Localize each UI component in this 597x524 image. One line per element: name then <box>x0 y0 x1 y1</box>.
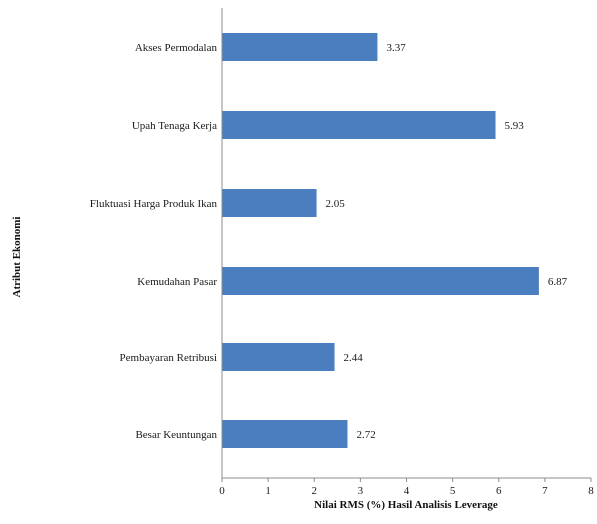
x-tick-label: 0 <box>219 485 225 497</box>
y-axis-title: Atribut Ekonomi <box>11 217 23 298</box>
category-label: Fluktuasi Harga Produk Ikan <box>90 198 218 210</box>
x-tick-label: 4 <box>404 485 410 497</box>
x-tick-label: 6 <box>496 485 502 497</box>
x-axis-title: Nilai RMS (%) Hasil Analisis Leverage <box>314 499 498 511</box>
category-label: Pembayaran Retribusi <box>120 352 217 364</box>
axes-group: Akses Permodalan Upah Tenaga Kerja Fluktua… <box>90 8 594 497</box>
data-label: 2.05 <box>326 198 346 210</box>
bar <box>222 420 348 448</box>
bar <box>222 343 335 371</box>
x-tick-label: 2 <box>312 485 318 497</box>
x-tick-label: 3 <box>358 485 364 497</box>
x-tick-label: 7 <box>542 485 548 497</box>
bar <box>222 33 378 61</box>
data-label: 3.37 <box>386 42 406 54</box>
data-label: 2.44 <box>344 352 364 364</box>
category-label: Kemudahan Pasar <box>137 276 217 288</box>
data-label: 2.72 <box>356 429 375 441</box>
data-label: 5.93 <box>505 120 525 132</box>
x-tick-label: 5 <box>450 485 456 497</box>
data-label: 6.87 <box>548 276 568 288</box>
category-label: Besar Keuntungan <box>135 429 217 441</box>
bars-group: 3.37 5.93 2.05 6.87 2.44 2.72 <box>222 33 568 448</box>
category-label: Akses Permodalan <box>135 42 218 54</box>
bar <box>222 267 539 295</box>
x-tick-label: 1 <box>265 485 271 497</box>
bar <box>222 189 317 217</box>
bar <box>222 111 496 139</box>
x-tick-label: 8 <box>588 485 594 497</box>
category-label: Upah Tenaga Kerja <box>132 120 217 132</box>
